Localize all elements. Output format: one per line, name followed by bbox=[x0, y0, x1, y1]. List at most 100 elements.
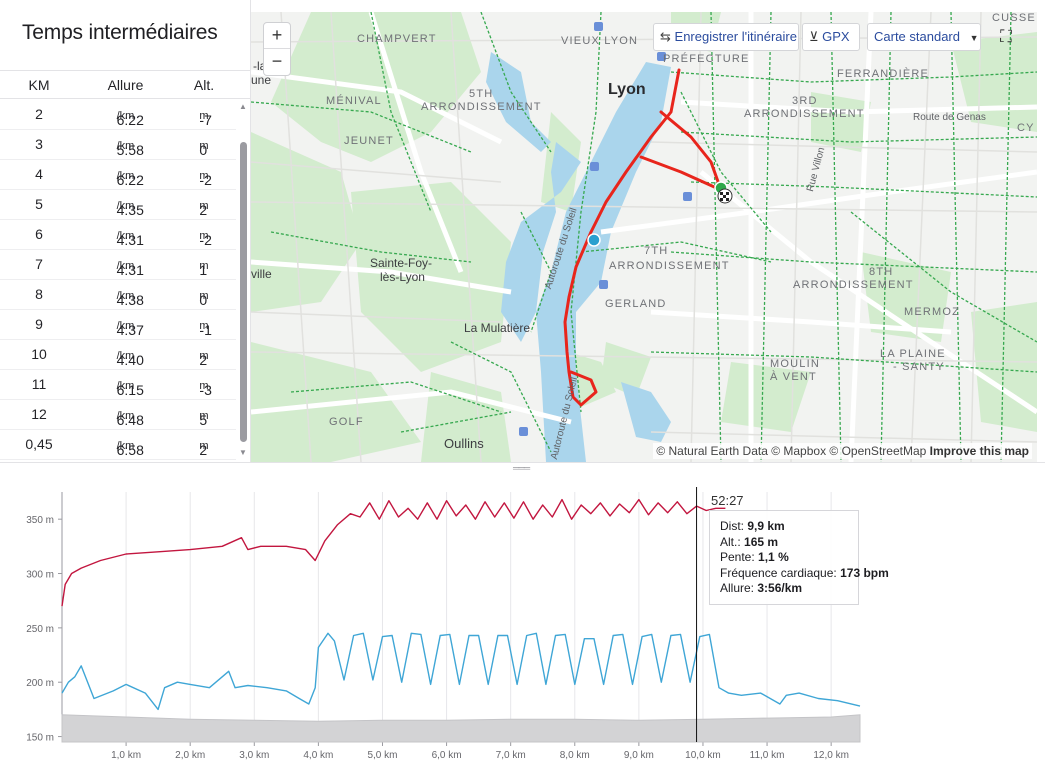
y-tick-label: 150 m bbox=[26, 733, 54, 744]
scroll-down-icon[interactable]: ▼ bbox=[239, 448, 247, 457]
save-route-button[interactable]: ⇆ Enregistrer l'itinéraire bbox=[653, 23, 799, 51]
panel-resize-handle[interactable]: ═══ bbox=[0, 462, 1045, 473]
split-alt-value: 0 bbox=[199, 142, 208, 158]
gpx-button[interactable]: ⊻ GPX bbox=[802, 23, 860, 51]
label-5th-arr: ARRONDISSEMENT bbox=[421, 101, 542, 113]
scroll-up-icon[interactable]: ▲ bbox=[239, 102, 247, 111]
split-pace-unit: /km bbox=[116, 320, 135, 332]
split-alt-value: -7 bbox=[199, 112, 212, 128]
label-mermoz: MERMOZ bbox=[904, 306, 961, 318]
split-alt: 5 m bbox=[173, 406, 235, 428]
split-pace-value: 4:38 bbox=[116, 292, 144, 308]
split-row[interactable]: 4 6:22/km -2 m bbox=[0, 160, 236, 190]
split-row[interactable]: 12 6:48/km 5 m bbox=[0, 400, 236, 430]
map-style-select[interactable]: Carte standard ▼ bbox=[867, 23, 981, 51]
split-pace-value: 6:15 bbox=[116, 382, 144, 398]
transit-icons bbox=[519, 22, 692, 436]
fullscreen-icon[interactable]: ⛶ bbox=[1000, 27, 1012, 46]
chart-canvas[interactable]: 150 m 200 m 250 m 300 m 350 m 1,0 km 2,0 km 3,0… bbox=[0, 470, 1045, 776]
improve-map-link[interactable]: Improve this map bbox=[929, 444, 1029, 458]
x-tick-label: 6,0 km bbox=[432, 750, 462, 761]
split-row[interactable]: 11 6:15/km -3 m bbox=[0, 370, 236, 400]
split-pace: 4:38/km bbox=[78, 286, 173, 308]
split-alt: 2 m bbox=[173, 346, 235, 368]
x-tick-label: 10,0 km bbox=[685, 750, 721, 761]
split-alt-unit: m bbox=[199, 320, 209, 332]
split-pace: 6:22/km bbox=[78, 106, 173, 128]
split-row[interactable]: 10 4:40/km 2 m bbox=[0, 340, 236, 370]
split-pace-value: 4:31 bbox=[116, 232, 144, 248]
label-la-plaine: LA PLAINE bbox=[880, 348, 946, 360]
grip-icon[interactable]: ═══ bbox=[513, 463, 530, 473]
split-alt-unit: m bbox=[199, 230, 209, 242]
pace-line[interactable] bbox=[61, 632, 861, 711]
split-row[interactable]: 6 4:31/km -2 m bbox=[0, 220, 236, 250]
split-pace-unit: /km bbox=[116, 410, 135, 422]
label-cy: CY bbox=[1017, 122, 1035, 134]
split-alt: 2 m bbox=[173, 196, 235, 218]
split-alt-unit: m bbox=[199, 260, 209, 272]
gpx-label: GPX bbox=[822, 29, 850, 44]
split-alt: -3 m bbox=[173, 376, 235, 398]
split-alt: -2 m bbox=[173, 166, 235, 188]
split-row[interactable]: 8 4:38/km 0 m bbox=[0, 280, 236, 310]
split-pace: 6:22/km bbox=[78, 166, 173, 188]
split-pace: 4:40/km bbox=[78, 346, 173, 368]
split-row[interactable]: 5 4:35/km 2 m bbox=[0, 190, 236, 220]
split-alt-value: -2 bbox=[199, 232, 212, 248]
split-row[interactable]: 9 4:37/km -1 m bbox=[0, 310, 236, 340]
label-7th-arr: ARRONDISSEMENT bbox=[609, 260, 730, 272]
attribution-text: © Natural Earth Data © Mapbox © OpenStre… bbox=[656, 444, 927, 458]
split-pace-unit: /km bbox=[116, 230, 135, 242]
split-row[interactable]: 0,45 6:58/km 2 m bbox=[0, 430, 236, 460]
split-pace: 6:48/km bbox=[78, 406, 173, 428]
y-tick-label: 200 m bbox=[26, 678, 54, 689]
split-row[interactable]: 3 5:58/km 0 m bbox=[0, 130, 236, 160]
splits-scrollbar[interactable]: ▲ ▼ bbox=[238, 100, 249, 458]
split-pace-value: 6:48 bbox=[116, 412, 144, 428]
map-canvas[interactable] bbox=[251, 12, 1037, 462]
label-3rd-arr: ARRONDISSEMENT bbox=[744, 108, 865, 120]
split-alt: 0 m bbox=[173, 286, 235, 308]
scrollbar-thumb[interactable] bbox=[240, 142, 247, 442]
zoom-controls: + − bbox=[263, 22, 291, 76]
split-km: 10 bbox=[31, 346, 47, 362]
label-champvert: CHAMPVERT bbox=[357, 33, 437, 45]
x-tick-label: 9,0 km bbox=[624, 750, 654, 761]
route-line[interactable] bbox=[563, 68, 723, 407]
split-alt: -1 m bbox=[173, 316, 235, 338]
split-row[interactable]: 7 4:31/km 1 m bbox=[0, 250, 236, 280]
split-pace-unit: /km bbox=[116, 380, 135, 392]
cursor-marker bbox=[587, 233, 601, 247]
tooltip-dist-label: Dist: bbox=[720, 519, 744, 533]
tooltip-pace-value: 3:56/km bbox=[757, 581, 803, 595]
split-km: 6 bbox=[35, 226, 43, 242]
split-pace-value: 4:40 bbox=[116, 352, 144, 368]
label-les-lyon: lès-Lyon bbox=[380, 270, 425, 284]
zoom-in-button[interactable]: + bbox=[264, 23, 290, 49]
y-tick-label: 250 m bbox=[26, 624, 54, 635]
hover-time: 52:27 bbox=[711, 493, 744, 508]
tooltip-alt-value: 165 m bbox=[744, 534, 779, 549]
heart_rate-line[interactable] bbox=[61, 498, 726, 607]
split-row[interactable]: 2 6:22/km -7 m bbox=[0, 100, 236, 130]
split-km: 2 bbox=[35, 106, 43, 122]
split-pace-unit: /km bbox=[116, 350, 135, 362]
elevation-chart[interactable]: 150 m 200 m 250 m 300 m 350 m 1,0 km 2,0 km 3,0… bbox=[0, 470, 1045, 776]
split-alt-value: 5 bbox=[199, 412, 208, 428]
split-alt-unit: m bbox=[199, 290, 209, 302]
finish-flag-checker bbox=[720, 192, 729, 201]
split-pace: 6:58/km bbox=[78, 436, 173, 458]
split-pace-value: 4:35 bbox=[116, 202, 144, 218]
download-icon: ⊻ bbox=[809, 29, 819, 44]
splits-list[interactable]: 2 6:22/km -7 m 3 5:58/km 0 m 4 6:22/km -2 m 5 4:35… bbox=[0, 100, 236, 460]
label-cusset: CUSSE bbox=[992, 12, 1036, 24]
split-km: 0,45 bbox=[25, 436, 53, 452]
split-alt-unit: m bbox=[199, 110, 209, 122]
label-sainte-foy: Sainte-Foy- bbox=[370, 256, 433, 270]
route-map[interactable]: CHAMPVERT VIEUX LYON PRÉFECTURE CUSSE -l… bbox=[251, 12, 1037, 462]
label-une: une bbox=[251, 73, 272, 87]
label-route-genas: Route de Genas bbox=[913, 112, 986, 123]
tooltip-dist-value: 9,9 km bbox=[747, 519, 785, 533]
zoom-out-button[interactable]: − bbox=[271, 51, 283, 71]
